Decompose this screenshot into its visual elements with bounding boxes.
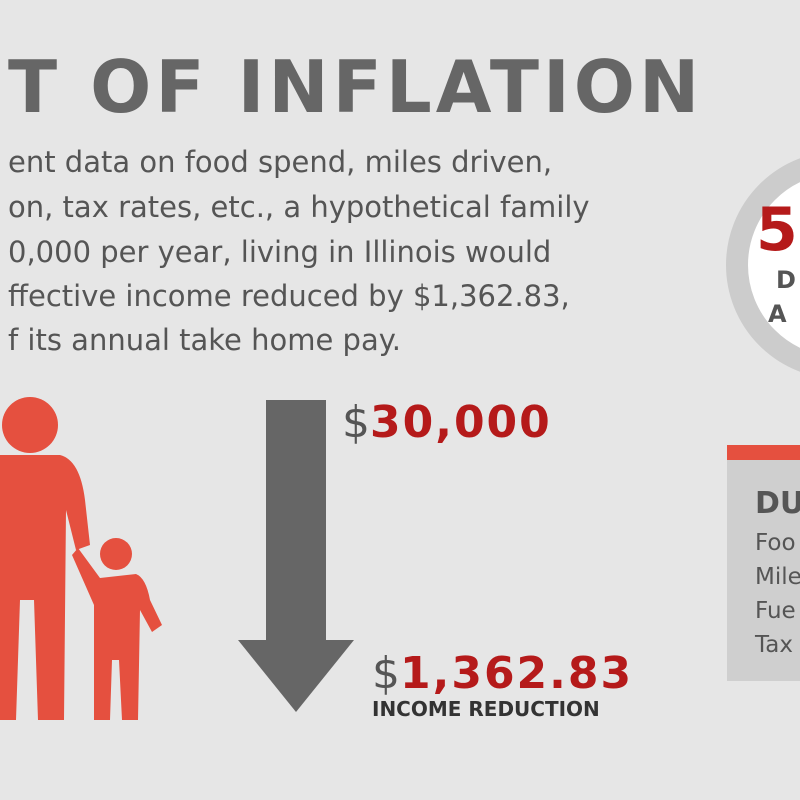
details-box bbox=[727, 445, 800, 681]
details-item: Mile bbox=[755, 564, 800, 590]
details-item: Fue bbox=[755, 598, 796, 624]
income-amount: $30,000 bbox=[342, 397, 552, 448]
details-item: Tax bbox=[754, 632, 793, 658]
paragraph-line: ent data on food spend, miles driven, bbox=[8, 145, 552, 179]
family-icon bbox=[0, 397, 162, 720]
paragraph-line: ffective income reduced by $1,362.83, bbox=[8, 279, 570, 313]
reduction-label: INCOME REDUCTION bbox=[372, 697, 600, 721]
badge-number: 5 bbox=[756, 195, 798, 265]
details-heading: DU bbox=[755, 486, 800, 521]
adult-body bbox=[0, 455, 90, 720]
currency-symbol: $ bbox=[342, 397, 370, 448]
badge-text: D bbox=[776, 266, 796, 294]
details-list: Foo Mile Fue Tax bbox=[754, 530, 800, 658]
amount: 30,000 bbox=[370, 397, 552, 448]
child-body bbox=[72, 548, 162, 720]
child-head bbox=[100, 538, 132, 570]
details-item: Foo bbox=[755, 530, 796, 556]
paragraph-line: on, tax rates, etc., a hypothetical fami… bbox=[8, 190, 590, 224]
amount: 1,362.83 bbox=[400, 648, 633, 699]
badge-circle bbox=[726, 158, 800, 372]
reduction-amount: $1,362.83 bbox=[372, 648, 633, 699]
paragraph-line: f its annual take home pay. bbox=[8, 323, 401, 357]
arrow-shaft bbox=[266, 400, 326, 642]
adult-head bbox=[2, 397, 58, 453]
paragraph-line: 0,000 per year, living in Illinois would bbox=[8, 235, 551, 269]
title: T OF INFLATION bbox=[8, 45, 703, 129]
details-bar bbox=[727, 445, 800, 460]
paragraph: ent data on food spend, miles driven, on… bbox=[8, 145, 590, 357]
currency-symbol: $ bbox=[372, 648, 400, 699]
down-arrow bbox=[238, 400, 354, 712]
arrow-head bbox=[238, 640, 354, 712]
badge-text: A bbox=[768, 300, 787, 328]
